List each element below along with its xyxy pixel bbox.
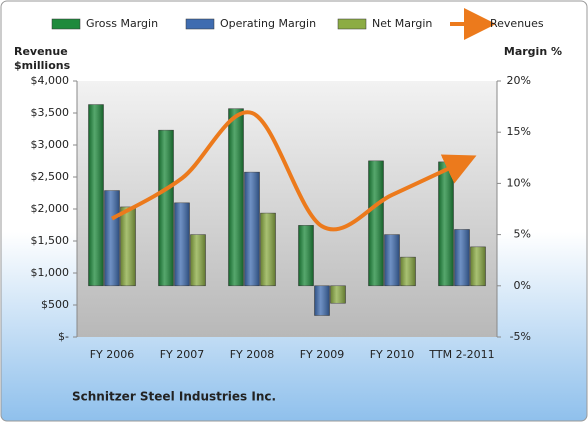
bar-shine <box>228 108 244 286</box>
y2-tick-label: 10% <box>507 176 531 189</box>
x-tick-label: FY 2009 <box>300 348 345 361</box>
x-tick-label: FY 2010 <box>370 348 415 361</box>
plot-area <box>77 81 497 337</box>
bar-shine <box>298 225 314 286</box>
y2-tick-label: -5% <box>510 330 531 343</box>
bar-shine <box>88 104 104 286</box>
line <box>111 110 477 232</box>
bar-shine <box>384 234 400 286</box>
y2-tick-label: 0% <box>514 279 531 292</box>
bar-shine <box>470 246 486 286</box>
legend-label: Net Margin <box>372 17 432 30</box>
y-axis-title: Revenue <box>14 45 68 58</box>
x-tick-label: TTM 2-2011 <box>428 348 494 361</box>
y-tick-label: $2,000 <box>31 202 70 215</box>
legend-label: Operating Margin <box>220 17 316 30</box>
y-tick-label: $1,500 <box>31 234 70 247</box>
y-tick-label: $3,000 <box>31 138 70 151</box>
footnote: Schnitzer Steel Industries Inc. <box>72 390 276 404</box>
bar-shine <box>190 234 206 286</box>
legend-swatch <box>51 18 81 30</box>
bar-shine <box>104 190 120 286</box>
x-tick-label: FY 2008 <box>230 348 275 361</box>
legend-label: Gross Margin <box>86 17 158 30</box>
y-axis-title: $millions <box>14 59 71 72</box>
y2-tick-label: 5% <box>514 228 531 241</box>
y-tick-label: $4,000 <box>31 74 70 87</box>
bar-shine <box>368 160 384 286</box>
x-tick-label: FY 2006 <box>90 348 135 361</box>
bar-shine <box>244 172 260 286</box>
legend-swatch <box>337 18 367 30</box>
y2-axis-title: Margin % <box>504 45 562 58</box>
y-tick-label: $- <box>58 330 69 343</box>
y-tick-label: $1,000 <box>31 266 70 279</box>
bar-shine <box>158 130 174 286</box>
legend-label: Revenues <box>490 17 544 30</box>
bar-shine <box>174 202 190 286</box>
y-tick-label: $500 <box>41 298 69 311</box>
y-tick-label: $3,500 <box>31 106 70 119</box>
y2-tick-label: 15% <box>507 125 531 138</box>
bar-shine <box>454 229 470 286</box>
bar-shine <box>260 213 276 286</box>
bar-shine <box>400 257 416 286</box>
y2-tick-label: 20% <box>507 74 531 87</box>
bar-shine <box>314 285 330 316</box>
x-tick-label: FY 2007 <box>160 348 205 361</box>
legend-swatch <box>185 18 215 30</box>
bar-shine <box>120 206 136 286</box>
bar-shine <box>330 285 346 304</box>
bar-shine <box>438 161 454 286</box>
y-tick-label: $2,500 <box>31 170 70 183</box>
